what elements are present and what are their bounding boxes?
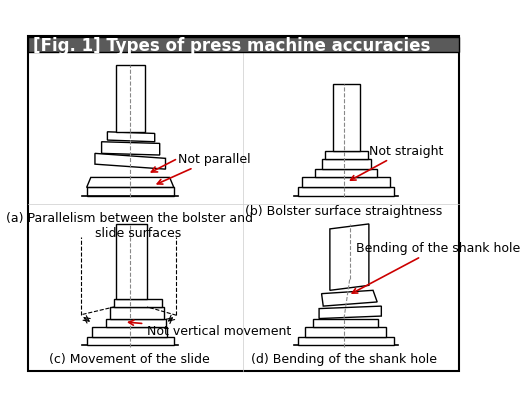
FancyBboxPatch shape bbox=[305, 327, 386, 337]
FancyBboxPatch shape bbox=[315, 170, 377, 178]
Text: (b) Bolster surface straightness: (b) Bolster surface straightness bbox=[246, 204, 443, 218]
Polygon shape bbox=[108, 133, 155, 142]
FancyBboxPatch shape bbox=[333, 85, 360, 151]
FancyBboxPatch shape bbox=[313, 319, 378, 327]
FancyBboxPatch shape bbox=[86, 337, 174, 345]
FancyBboxPatch shape bbox=[114, 299, 162, 307]
Text: (d) Bending of the shank hole: (d) Bending of the shank hole bbox=[251, 352, 437, 365]
FancyBboxPatch shape bbox=[298, 188, 394, 196]
Text: [Fig. 1] Types of press machine accuracies: [Fig. 1] Types of press machine accuraci… bbox=[33, 36, 430, 54]
FancyBboxPatch shape bbox=[325, 151, 368, 160]
Polygon shape bbox=[319, 306, 382, 319]
FancyBboxPatch shape bbox=[116, 66, 145, 133]
FancyBboxPatch shape bbox=[116, 225, 147, 299]
FancyBboxPatch shape bbox=[106, 319, 165, 327]
FancyBboxPatch shape bbox=[302, 178, 389, 188]
Polygon shape bbox=[330, 225, 369, 291]
Text: (a) Parallelism between the bolster and
    slide surfaces: (a) Parallelism between the bolster and … bbox=[6, 211, 253, 239]
Text: (c) Movement of the slide: (c) Movement of the slide bbox=[50, 352, 210, 365]
FancyBboxPatch shape bbox=[92, 327, 167, 337]
Polygon shape bbox=[95, 154, 165, 170]
Polygon shape bbox=[86, 178, 174, 188]
FancyBboxPatch shape bbox=[321, 160, 372, 170]
Polygon shape bbox=[102, 142, 160, 156]
Polygon shape bbox=[321, 291, 377, 306]
FancyBboxPatch shape bbox=[86, 188, 174, 196]
FancyBboxPatch shape bbox=[298, 337, 394, 345]
Text: Not vertical movement: Not vertical movement bbox=[129, 320, 291, 337]
FancyBboxPatch shape bbox=[28, 38, 458, 53]
Text: Bending of the shank hole: Bending of the shank hole bbox=[352, 241, 521, 293]
Text: Not straight: Not straight bbox=[350, 144, 443, 181]
Text: Not parallel: Not parallel bbox=[157, 153, 250, 184]
FancyBboxPatch shape bbox=[110, 307, 164, 319]
